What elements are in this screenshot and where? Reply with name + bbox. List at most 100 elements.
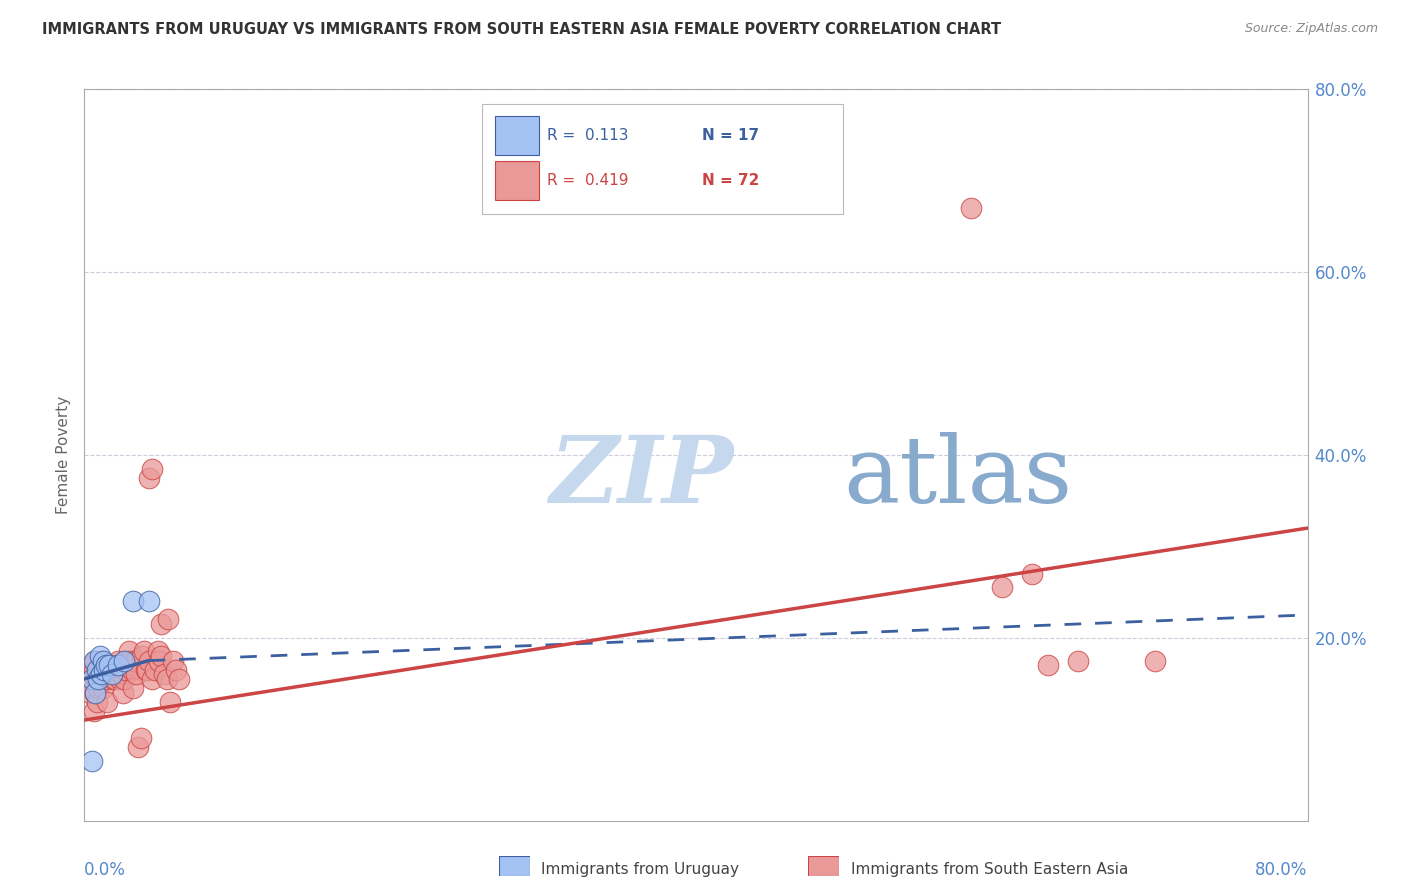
Point (98, 667, 121, 681)
Point (125, 667, 148, 681)
Point (86, 695, 108, 709)
Text: Source: ZipAtlas.com: Source: ZipAtlas.com (1244, 22, 1378, 36)
Text: ZIP: ZIP (550, 432, 734, 522)
Point (79, 685, 101, 699)
Point (103, 672, 125, 686)
Point (87, 672, 110, 686)
Point (86, 672, 108, 686)
Point (107, 654, 129, 668)
Point (112, 654, 135, 668)
Point (89, 658, 111, 673)
Point (122, 594, 145, 608)
Point (94, 663, 117, 677)
Point (1036, 658, 1059, 673)
Point (111, 663, 134, 677)
Point (91, 672, 114, 686)
Point (94, 658, 117, 673)
Point (131, 649, 153, 664)
Point (146, 644, 169, 658)
Point (149, 649, 172, 664)
Point (138, 471, 160, 485)
Point (93, 663, 115, 677)
Point (97, 658, 120, 673)
Point (97, 663, 120, 677)
Point (1067, 654, 1090, 668)
Point (77, 681, 100, 695)
Point (132, 644, 155, 658)
Point (90, 667, 112, 681)
Point (83, 704, 105, 718)
Text: N = 72: N = 72 (702, 173, 759, 188)
Y-axis label: Female Poverty: Female Poverty (56, 396, 72, 514)
Point (107, 658, 129, 673)
Point (122, 681, 145, 695)
Point (127, 740, 149, 755)
Text: 80.0%: 80.0% (1256, 861, 1308, 879)
Point (148, 654, 170, 668)
FancyBboxPatch shape (495, 116, 540, 155)
Point (167, 672, 190, 686)
Text: N = 17: N = 17 (702, 128, 759, 143)
Text: IMMIGRANTS FROM URUGUAY VS IMMIGRANTS FROM SOUTH EASTERN ASIA FEMALE POVERTY COR: IMMIGRANTS FROM URUGUAY VS IMMIGRANTS FR… (42, 22, 1001, 37)
Point (143, 663, 166, 677)
Point (110, 658, 132, 673)
Point (83, 654, 105, 668)
Text: R =  0.113: R = 0.113 (547, 128, 628, 143)
Point (1021, 566, 1043, 581)
Point (96, 695, 118, 709)
Point (120, 654, 142, 668)
Point (960, 201, 983, 215)
Point (91, 654, 114, 668)
Point (118, 644, 141, 658)
Point (111, 685, 134, 699)
Point (112, 672, 135, 686)
Point (104, 672, 127, 686)
Point (153, 667, 176, 681)
FancyBboxPatch shape (482, 103, 842, 213)
Point (104, 663, 127, 677)
Point (80, 754, 103, 768)
Point (135, 663, 157, 677)
Point (101, 658, 124, 673)
Point (138, 594, 160, 608)
Point (108, 672, 131, 686)
Point (165, 663, 187, 677)
Point (141, 461, 163, 475)
Point (84, 685, 107, 699)
Point (124, 654, 146, 668)
Point (121, 663, 143, 677)
Point (129, 731, 152, 746)
Point (156, 672, 179, 686)
Point (90, 667, 112, 681)
Point (157, 613, 180, 627)
Text: Immigrants from South Eastern Asia: Immigrants from South Eastern Asia (851, 863, 1128, 877)
Point (89, 649, 111, 664)
Text: Immigrants from Uruguay: Immigrants from Uruguay (541, 863, 740, 877)
FancyBboxPatch shape (495, 161, 540, 201)
Point (80, 672, 103, 686)
Point (80, 667, 103, 681)
Point (89, 672, 111, 686)
Point (80, 658, 103, 673)
Point (1143, 654, 1166, 668)
Point (96, 672, 118, 686)
Point (90, 654, 112, 668)
Text: atlas: atlas (842, 432, 1071, 522)
Point (162, 654, 184, 668)
Point (136, 663, 159, 677)
Point (149, 617, 172, 632)
Point (84, 685, 107, 699)
Point (105, 663, 128, 677)
Point (114, 663, 136, 677)
Point (115, 658, 138, 673)
Text: 0.0%: 0.0% (84, 861, 127, 879)
Point (141, 672, 163, 686)
Point (87, 681, 110, 695)
Point (159, 695, 181, 709)
Point (101, 667, 124, 681)
Text: R =  0.419: R = 0.419 (547, 173, 628, 188)
Point (138, 654, 160, 668)
Point (87, 663, 110, 677)
Point (84, 654, 107, 668)
Point (991, 581, 1014, 595)
